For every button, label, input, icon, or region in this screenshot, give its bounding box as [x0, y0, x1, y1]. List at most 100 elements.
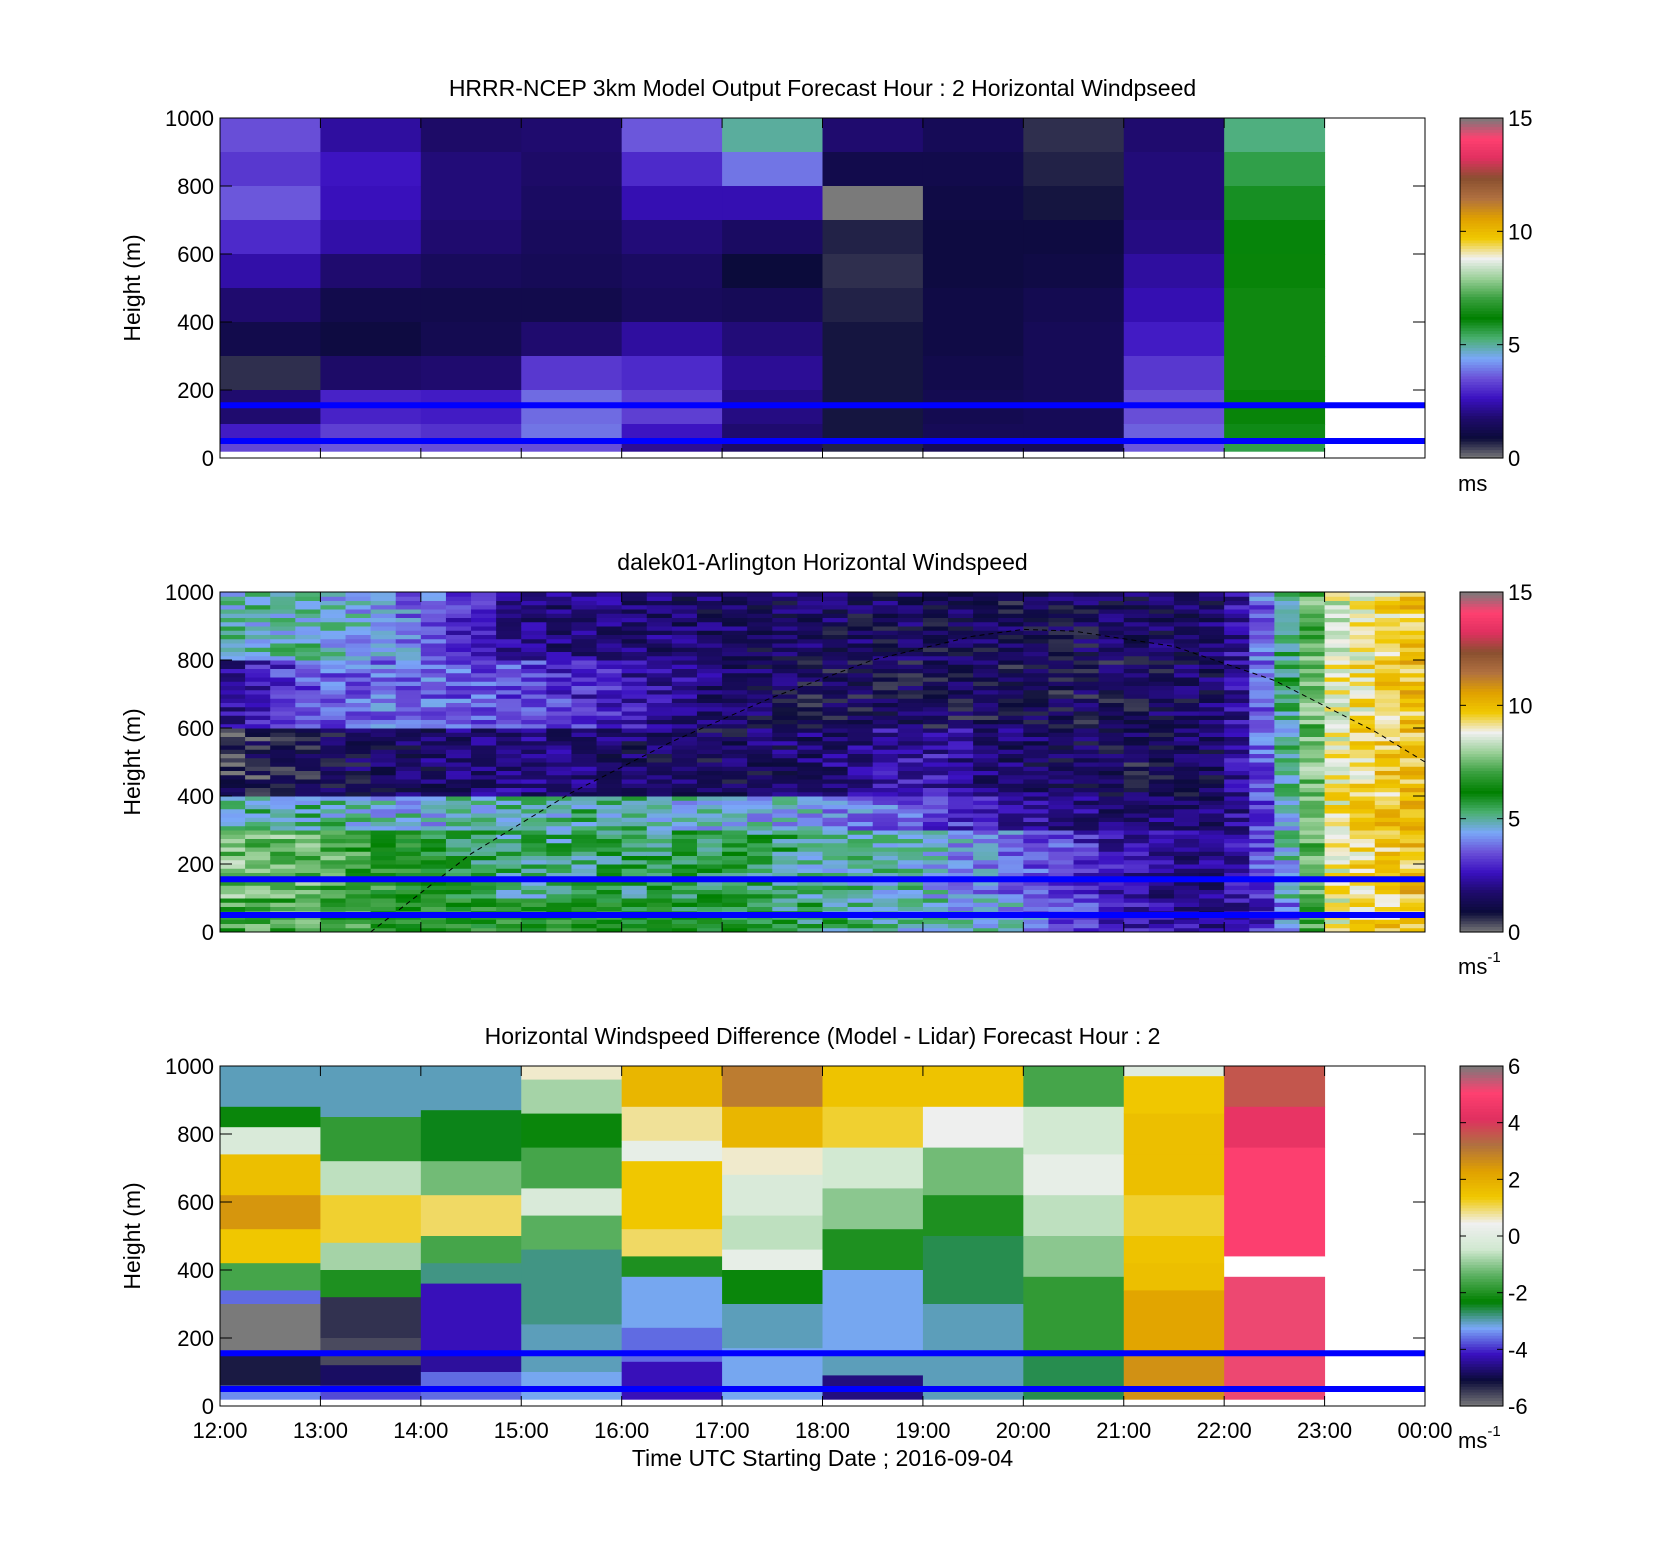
heatmap-cell	[847, 643, 874, 648]
heatmap-cell	[747, 634, 773, 640]
colorbar-swatch	[1460, 1190, 1503, 1195]
heatmap-cell	[772, 604, 798, 610]
heatmap-cell	[471, 859, 497, 865]
heatmap-cell	[370, 668, 397, 674]
heatmap-cell	[998, 596, 1024, 601]
heatmap-cell	[1023, 787, 1049, 793]
heatmap-cell	[445, 668, 472, 674]
heatmap-cell	[1073, 626, 1100, 631]
heatmap-cell	[772, 783, 798, 788]
heatmap-cell	[220, 889, 246, 895]
heatmap-cell	[270, 889, 296, 895]
heatmap-cell	[772, 719, 798, 725]
heatmap-cell	[270, 838, 296, 844]
heatmap-cell	[1098, 881, 1125, 886]
heatmap-cell	[922, 592, 949, 597]
heatmap-cell	[1274, 842, 1300, 848]
heatmap-cell	[596, 719, 623, 725]
heatmap-cell	[1349, 685, 1376, 691]
heatmap-cell	[1148, 685, 1175, 691]
colorbar-swatch	[1460, 719, 1503, 723]
heatmap-cell	[596, 660, 623, 665]
heatmap-cell	[1374, 923, 1401, 929]
heatmap-cell	[1098, 613, 1125, 618]
heatmap-cell	[1224, 1106, 1326, 1149]
heatmap-cell	[1023, 186, 1125, 221]
heatmap-cell	[496, 919, 522, 924]
heatmap-cell	[295, 745, 321, 750]
heatmap-cell	[948, 613, 974, 618]
heatmap-cell	[295, 609, 321, 614]
heatmap-cell	[370, 847, 397, 852]
colorbar-swatch	[1460, 753, 1503, 757]
heatmap-cell	[621, 254, 723, 289]
heatmap-cell	[797, 728, 823, 733]
heatmap-cell	[1224, 322, 1326, 357]
colorbar-unit-exponent: -1	[1487, 1423, 1500, 1440]
colorbar-swatch	[1460, 594, 1503, 599]
heatmap-cell	[1123, 668, 1150, 674]
heatmap-cell	[1048, 719, 1075, 725]
heatmap-cell	[596, 753, 623, 759]
heatmap-cell	[696, 626, 723, 631]
heatmap-cell	[295, 885, 321, 890]
heatmap-cell	[370, 600, 397, 606]
heatmap-cell	[772, 770, 798, 776]
heatmap-cell	[747, 621, 773, 627]
heatmap-cell	[546, 613, 572, 618]
heatmap-cell	[671, 621, 698, 627]
heatmap-cell	[1349, 821, 1376, 827]
heatmap-cell	[1374, 617, 1401, 623]
heatmap-cell	[948, 796, 974, 801]
heatmap-cell	[1224, 715, 1250, 720]
heatmap-cell	[1023, 749, 1049, 754]
colorbar-swatch	[1460, 1187, 1503, 1192]
heatmap-cell	[847, 672, 874, 678]
heatmap-cell	[521, 821, 547, 827]
heatmap-cell	[1299, 638, 1326, 644]
heatmap-cell	[1374, 689, 1401, 695]
heatmap-cell	[220, 668, 246, 674]
heatmap-cell	[295, 689, 321, 695]
heatmap-cell	[1274, 859, 1300, 865]
heatmap-cell	[1374, 927, 1401, 933]
colorbar-swatch	[1460, 688, 1503, 692]
heatmap-cell	[320, 719, 347, 725]
colorbar-swatch	[1460, 1233, 1503, 1237]
heatmap-cell	[847, 609, 874, 614]
heatmap-cell	[797, 651, 823, 657]
heatmap-cell	[646, 613, 673, 618]
colorbar-frame	[1459, 591, 1504, 933]
heatmap-cell	[521, 356, 623, 391]
heatmap-cell	[1324, 834, 1351, 839]
heatmap-cell	[1399, 885, 1426, 890]
heatmap-cell	[1073, 919, 1100, 924]
heatmap-cell	[1123, 1076, 1225, 1115]
heatmap-cell	[797, 808, 823, 814]
heatmap-cell	[1199, 783, 1225, 788]
heatmap-cell	[521, 728, 547, 733]
heatmap-cell	[722, 838, 748, 844]
heatmap-cell	[1299, 609, 1326, 614]
heatmap-cell	[1249, 732, 1275, 737]
heatmap-cell	[295, 779, 321, 784]
heatmap-cell	[420, 715, 447, 720]
heatmap-cell	[571, 855, 598, 861]
heatmap-cell	[1249, 728, 1275, 733]
heatmap-cell	[445, 800, 472, 805]
heatmap-cell	[220, 254, 321, 289]
heatmap-cell	[1098, 855, 1125, 861]
heatmap-cell	[345, 825, 372, 831]
heatmap-cell	[521, 322, 623, 357]
heatmap-cell	[471, 626, 497, 631]
heatmap-cell	[1173, 681, 1200, 686]
heatmap-cell	[420, 893, 447, 899]
heatmap-cell	[646, 774, 673, 780]
heatmap-cell	[1399, 749, 1426, 754]
heatmap-cell	[596, 881, 623, 886]
heatmap-cell	[320, 634, 347, 640]
colorbar-swatch	[1460, 339, 1503, 343]
heatmap-cell	[245, 609, 271, 614]
heatmap-cell	[1199, 685, 1225, 691]
